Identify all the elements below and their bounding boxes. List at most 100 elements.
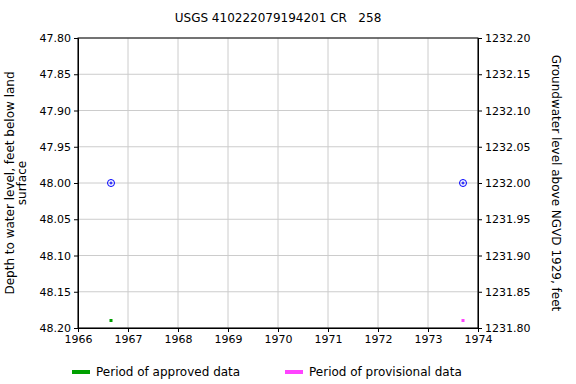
tick-label: 1231.80 — [485, 322, 531, 335]
tick: 48.05 — [40, 213, 79, 226]
point-marker — [108, 180, 115, 187]
axis-line — [479, 39, 483, 329]
tick-label: 1232.20 — [485, 32, 531, 45]
grid-line — [78, 219, 478, 220]
tick-label: 1231.85 — [485, 286, 531, 299]
tick: 1972 — [365, 328, 393, 346]
axis-title: Groundwater level above NGVD 1929, feet — [549, 55, 563, 312]
point-marker — [460, 180, 467, 187]
grid-line — [78, 110, 478, 111]
tick-label: 47.90 — [40, 105, 72, 118]
axis-line — [74, 39, 79, 329]
data-point — [108, 180, 115, 187]
tick-mark — [74, 74, 78, 75]
axis-title: surface — [15, 161, 29, 205]
axis: 1232.20 1232.15 1232.10 1232.05 1232.00 1231.… — [478, 32, 531, 335]
tick-label: 1970 — [265, 333, 293, 346]
point-cross — [111, 182, 112, 185]
tick-mark — [478, 256, 482, 257]
tick: 1231.90 — [478, 250, 531, 263]
tick-mark — [74, 38, 78, 39]
tick: 1232.05 — [478, 141, 531, 154]
tick-label: 1232.10 — [485, 105, 531, 118]
tick-mark — [74, 183, 78, 184]
tick-mark — [478, 219, 482, 220]
tick: 1969 — [215, 328, 243, 346]
tick: 1231.95 — [478, 213, 531, 226]
grid-line — [78, 146, 478, 147]
tick-label: 1232.05 — [485, 141, 531, 154]
tick: 1232.10 — [478, 105, 531, 118]
point-cross — [463, 182, 464, 185]
grid-line — [78, 255, 478, 256]
period-marker — [110, 319, 113, 322]
tick-label: 1973 — [415, 333, 443, 346]
tick-label: 1232.15 — [485, 68, 531, 81]
tick: 1231.80 — [478, 322, 531, 335]
tick: 1232.20 — [478, 32, 531, 45]
tick-mark — [378, 328, 379, 332]
tick: 1973 — [415, 328, 443, 346]
tick: 48.15 — [40, 286, 79, 299]
tick-label: 1232.00 — [485, 177, 531, 190]
tick: 1968 — [165, 328, 193, 346]
grid-line — [78, 74, 478, 75]
legend-label: Period of approved data — [96, 365, 240, 379]
tick-label: 1231.95 — [485, 213, 531, 226]
tick-mark — [478, 38, 482, 39]
tick-label: 1971 — [315, 333, 343, 346]
tick-mark — [128, 328, 129, 332]
point-cross — [462, 183, 465, 184]
tick-mark — [74, 111, 78, 112]
tick: 48.10 — [40, 250, 79, 263]
tick-label: 48.05 — [40, 213, 72, 226]
plot-frame — [78, 38, 478, 328]
tick: 1970 — [265, 328, 293, 346]
data-point — [460, 180, 467, 187]
tick-mark — [74, 219, 78, 220]
tick: 1232.00 — [478, 177, 531, 190]
tick: 47.85 — [40, 68, 79, 81]
point-cross — [110, 183, 113, 184]
tick-label: 1969 — [215, 333, 243, 346]
tick: 48.20 — [40, 322, 79, 335]
legend-swatch — [285, 370, 303, 374]
tick-label: 48.20 — [40, 322, 72, 335]
tick-mark — [478, 111, 482, 112]
marks — [108, 180, 467, 323]
tick-label: 48.15 — [40, 286, 72, 299]
tick-mark — [278, 328, 279, 332]
tick-mark — [478, 292, 482, 293]
title: USGS 410222079194201 CR 258 — [175, 11, 382, 25]
tick-mark — [478, 183, 482, 184]
tick-mark — [428, 328, 429, 332]
axis-line — [79, 329, 479, 333]
tick: 47.80 — [40, 32, 79, 45]
grid — [78, 38, 478, 328]
tick-label: 47.80 — [40, 32, 72, 45]
tick-mark — [478, 74, 482, 75]
tick-label: 48.10 — [40, 250, 72, 263]
tick: 47.90 — [40, 105, 79, 118]
chart: 19661967196819691970197119721973197447.8… — [0, 0, 576, 384]
tick-mark — [74, 256, 78, 257]
grid-line — [78, 291, 478, 292]
tick-mark — [178, 328, 179, 332]
tick-mark — [478, 328, 482, 329]
tick: 1967 — [115, 328, 143, 346]
tick-mark — [228, 328, 229, 332]
legend-label: Period of provisional data — [309, 365, 462, 379]
tick-label: 48.00 — [40, 177, 72, 190]
tick: 47.95 — [40, 141, 79, 154]
tick-label: 47.85 — [40, 68, 72, 81]
tick-mark — [74, 292, 78, 293]
axis: 196619671968196919701971197219731974 — [65, 328, 493, 346]
legend: Period of approved data Period of provisi… — [72, 365, 462, 379]
tick-mark — [328, 328, 329, 332]
tick: 1971 — [315, 328, 343, 346]
tick-label: 1972 — [365, 333, 393, 346]
axis: 47.80 47.85 47.90 47.95 48.00 48.05 48.10 48.15… — [40, 32, 79, 335]
tick-mark — [74, 328, 78, 329]
tick: 1231.85 — [478, 286, 531, 299]
tick-mark — [478, 147, 482, 148]
